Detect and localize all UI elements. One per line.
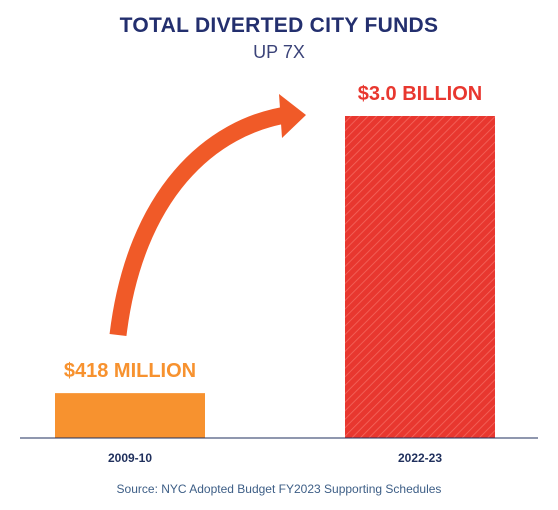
growth-arrow-head xyxy=(279,94,306,138)
chart-source: Source: NYC Adopted Budget FY2023 Suppor… xyxy=(116,482,442,496)
data-label-2022-23: $3.0 BILLION xyxy=(358,83,482,105)
chart-subtitle: UP 7X xyxy=(253,42,305,62)
data-label-2009-10: $418 MILLION xyxy=(64,360,196,382)
tick-label-2022-23: 2022-23 xyxy=(398,451,442,465)
bar-2009-10 xyxy=(55,393,205,438)
chart-title: TOTAL DIVERTED CITY FUNDS xyxy=(119,14,439,37)
tick-label-2009-10: 2009-10 xyxy=(108,451,152,465)
bar-2022-23 xyxy=(345,116,495,438)
growth-arrow xyxy=(109,105,294,337)
